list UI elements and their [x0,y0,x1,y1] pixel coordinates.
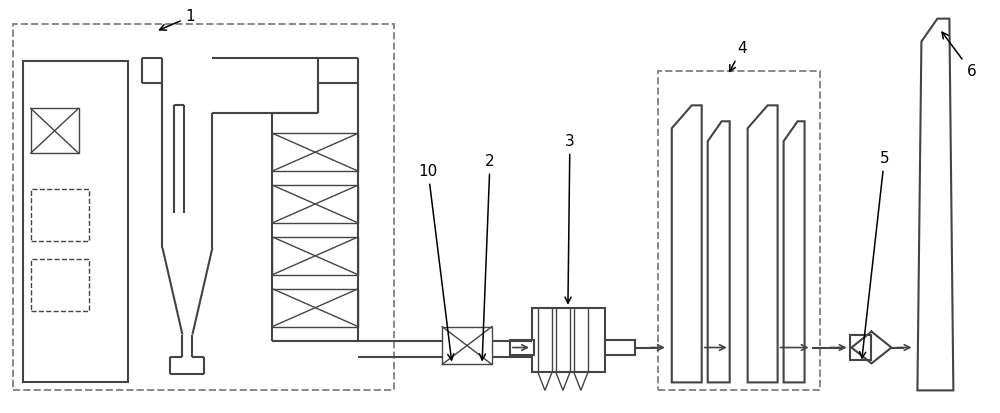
Text: 6: 6 [942,32,976,79]
Text: 5: 5 [860,151,889,358]
Bar [442,327,492,364]
Bar [13,24,394,390]
Polygon shape [748,105,778,382]
Bar [532,308,605,373]
Bar [31,108,79,153]
Bar [31,189,89,241]
Text: 4: 4 [730,41,746,71]
Bar [272,289,358,327]
Bar [510,339,534,356]
Bar [272,237,358,275]
Text: 3: 3 [565,134,575,303]
Text: 1: 1 [160,9,195,30]
Bar [850,335,871,361]
Polygon shape [708,121,730,382]
Polygon shape [672,105,702,382]
Bar [31,259,89,311]
Bar [605,339,635,356]
Text: 2: 2 [479,154,495,360]
Bar [272,185,358,223]
Text: 10: 10 [418,164,454,360]
Bar [272,133,358,171]
Polygon shape [917,19,953,390]
Bar [658,71,820,390]
Polygon shape [784,121,805,382]
Bar [23,62,128,382]
